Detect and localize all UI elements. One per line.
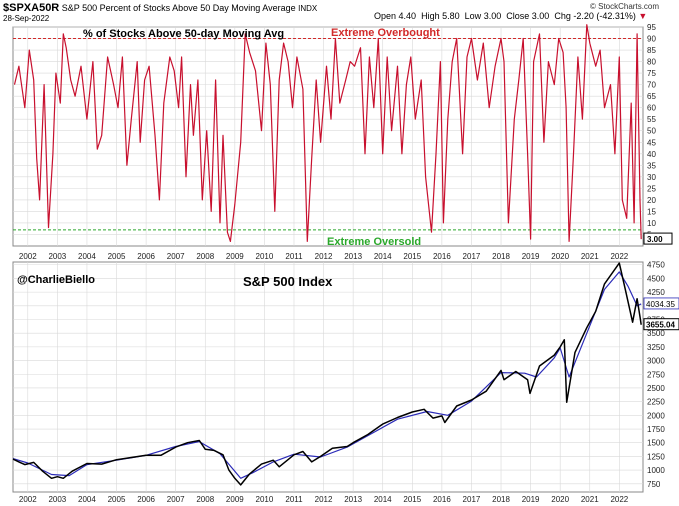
price-y-tick: 1250 <box>647 452 665 461</box>
breadth-x-tick: 2009 <box>226 252 244 261</box>
breadth-x-tick: 2019 <box>522 252 540 261</box>
breadth-x-tick: 2011 <box>285 252 303 261</box>
price-x-tick: 2013 <box>344 495 362 504</box>
price-y-tick: 1750 <box>647 425 665 434</box>
price-x-tick: 2010 <box>256 495 274 504</box>
breadth-y-tick: 80 <box>647 58 656 67</box>
price-y-tick: 3000 <box>647 357 665 366</box>
breadth-x-tick: 2021 <box>581 252 599 261</box>
breadth-x-tick: 2008 <box>196 252 214 261</box>
price-x-tick: 2008 <box>196 495 214 504</box>
breadth-y-tick: 60 <box>647 104 656 113</box>
price-y-tick: 4750 <box>647 261 665 270</box>
price-y-tick: 1000 <box>647 466 665 475</box>
breadth-y-tick: 65 <box>647 92 656 101</box>
breadth-x-tick: 2014 <box>374 252 392 261</box>
breadth-y-tick: 30 <box>647 173 656 182</box>
close-value-label: 3655.04 <box>646 321 675 330</box>
breadth-x-tick: 2010 <box>256 252 274 261</box>
price-chart-title: S&P 500 Index <box>243 274 333 289</box>
price-x-tick: 2009 <box>226 495 244 504</box>
breadth-y-tick: 20 <box>647 196 656 205</box>
price-x-tick: 2003 <box>48 495 66 504</box>
price-x-tick: 2020 <box>551 495 569 504</box>
breadth-x-tick: 2006 <box>137 252 155 261</box>
price-x-tick: 2012 <box>315 495 333 504</box>
price-y-tick: 4250 <box>647 288 665 297</box>
price-x-tick: 2022 <box>610 495 628 504</box>
breadth-y-tick: 55 <box>647 115 656 124</box>
breadth-y-tick: 95 <box>647 23 656 32</box>
price-y-tick: 2250 <box>647 398 665 407</box>
author-annotation: @CharlieBiello <box>17 274 95 286</box>
overbought-label: Extreme Overbought <box>331 27 440 39</box>
price-y-tick: 2000 <box>647 411 665 420</box>
breadth-y-tick: 90 <box>647 35 656 44</box>
price-x-tick: 2011 <box>285 495 303 504</box>
breadth-y-tick: 40 <box>647 150 656 159</box>
breadth-x-tick: 2004 <box>78 252 96 261</box>
breadth-y-tick: 25 <box>647 184 656 193</box>
breadth-x-tick: 2017 <box>463 252 481 261</box>
price-y-tick: 1500 <box>647 439 665 448</box>
price-y-tick: 2500 <box>647 384 665 393</box>
price-x-tick: 2021 <box>581 495 599 504</box>
price-x-tick: 2002 <box>19 495 37 504</box>
price-x-tick: 2018 <box>492 495 510 504</box>
breadth-y-tick: 70 <box>647 81 656 90</box>
breadth-x-tick: 2003 <box>48 252 66 261</box>
price-panel-frame <box>13 262 643 492</box>
breadth-y-tick: 10 <box>647 219 656 228</box>
breadth-x-tick: 2020 <box>551 252 569 261</box>
breadth-x-tick: 2022 <box>610 252 628 261</box>
price-x-tick: 2007 <box>167 495 185 504</box>
breadth-x-tick: 2007 <box>167 252 185 261</box>
breadth-x-tick: 2005 <box>108 252 126 261</box>
price-y-tick: 4500 <box>647 274 665 283</box>
breadth-y-tick: 35 <box>647 161 656 170</box>
breadth-y-tick: 15 <box>647 207 656 216</box>
price-x-tick: 2016 <box>433 495 451 504</box>
breadth-y-tick: 85 <box>647 46 656 55</box>
price-y-tick: 3250 <box>647 343 665 352</box>
breadth-x-tick: 2013 <box>344 252 362 261</box>
breadth-y-tick: 50 <box>647 127 656 136</box>
ma-value-label: 4034.35 <box>646 300 675 309</box>
price-x-tick: 2019 <box>522 495 540 504</box>
breadth-y-tick: 45 <box>647 138 656 147</box>
price-x-tick: 2006 <box>137 495 155 504</box>
last-value-label: 3.00 <box>647 235 663 244</box>
price-y-tick: 750 <box>647 480 661 489</box>
breadth-x-tick: 2002 <box>19 252 37 261</box>
price-x-tick: 2017 <box>463 495 481 504</box>
price-y-tick: 3500 <box>647 329 665 338</box>
price-x-tick: 2015 <box>403 495 421 504</box>
price-y-tick: 2750 <box>647 370 665 379</box>
price-x-tick: 2014 <box>374 495 392 504</box>
breadth-chart-title: % of Stocks Above 50-day Moving Avg <box>83 28 284 40</box>
breadth-x-tick: 2015 <box>403 252 421 261</box>
breadth-x-tick: 2018 <box>492 252 510 261</box>
breadth-x-tick: 2016 <box>433 252 451 261</box>
breadth-x-tick: 2012 <box>315 252 333 261</box>
oversold-label: Extreme Oversold <box>327 236 421 248</box>
breadth-y-tick: 75 <box>647 69 656 78</box>
price-x-tick: 2005 <box>108 495 126 504</box>
price-x-tick: 2004 <box>78 495 96 504</box>
